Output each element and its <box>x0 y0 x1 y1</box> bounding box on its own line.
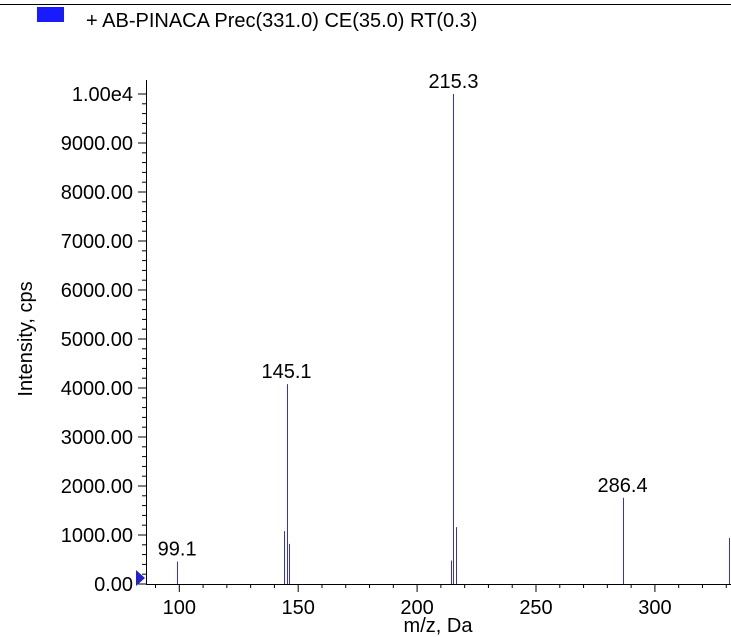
x-axis-label: m/z, Da <box>404 615 474 637</box>
y-tick-label: 1.00e4 <box>72 84 133 106</box>
peak-label: 286.4 <box>598 475 648 497</box>
y-tick-label: 2000.00 <box>61 476 133 498</box>
x-tick-label: 100 <box>163 597 196 619</box>
legend-label: + AB-PINACA Prec(331.0) CE(35.0) RT(0.3) <box>86 10 477 32</box>
x-tick-label: 200 <box>400 597 433 619</box>
y-axis-label: Intensity, cps <box>15 281 37 396</box>
zero-marker <box>136 570 145 586</box>
y-tick-label: 3000.00 <box>61 427 133 449</box>
y-tick-label: 0.00 <box>94 574 133 596</box>
y-tick-label: 8000.00 <box>61 182 133 204</box>
x-tick-label: 250 <box>519 597 552 619</box>
y-tick-label: 9000.00 <box>61 133 133 155</box>
y-tick-label: 5000.00 <box>61 329 133 351</box>
y-tick-label: 7000.00 <box>61 231 133 253</box>
x-tick-label: 150 <box>282 597 315 619</box>
peak-label: 215.3 <box>428 71 478 93</box>
y-tick-label: 4000.00 <box>61 378 133 400</box>
peaks <box>177 94 730 584</box>
peak-labels: 99.1 145.1 215.3 286.4 <box>158 71 648 560</box>
y-tick-label: 1000.00 <box>61 525 133 547</box>
x-tick-label: 300 <box>638 597 671 619</box>
peak-label: 99.1 <box>158 538 197 560</box>
y-ticks: 0.00 1000.00 2000.00 3000.00 4000.00 5000.00 6… <box>61 84 146 596</box>
legend-swatch <box>37 7 64 22</box>
x-ticks: 100 150 200 250 300 <box>155 584 727 619</box>
legend: + AB-PINACA Prec(331.0) CE(35.0) RT(0.3) <box>37 7 477 32</box>
axes <box>146 80 731 585</box>
y-tick-label: 6000.00 <box>61 280 133 302</box>
peak-label: 145.1 <box>262 361 312 383</box>
